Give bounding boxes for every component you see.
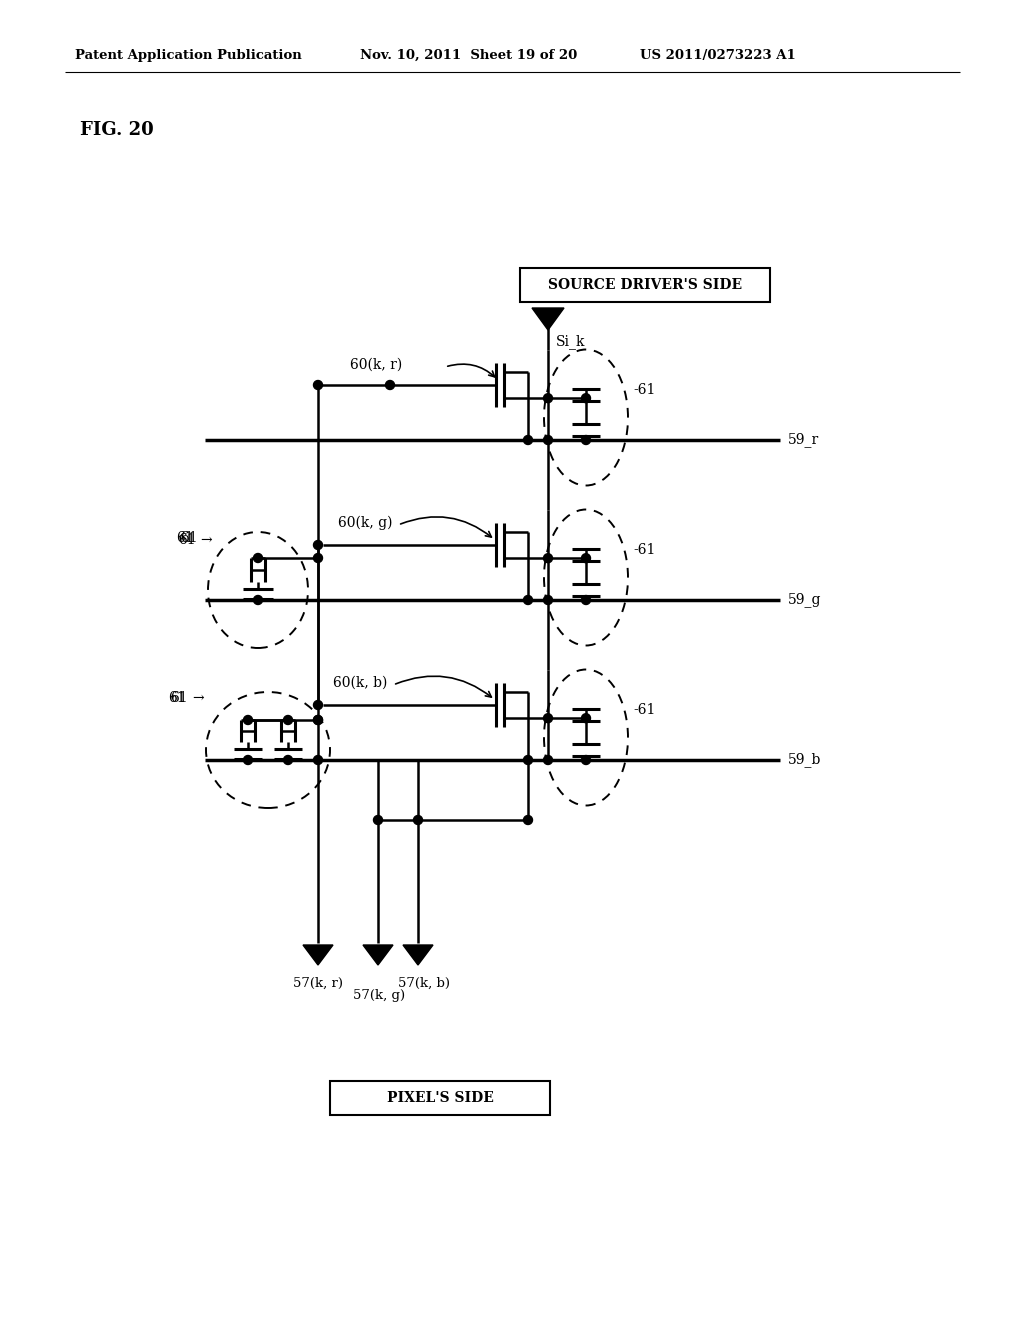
Text: US 2011/0273223 A1: US 2011/0273223 A1	[640, 49, 796, 62]
Circle shape	[523, 816, 532, 825]
Circle shape	[244, 715, 253, 725]
FancyBboxPatch shape	[330, 1081, 550, 1115]
Circle shape	[544, 595, 553, 605]
Circle shape	[544, 714, 553, 723]
Circle shape	[284, 715, 293, 725]
Circle shape	[313, 553, 323, 562]
Text: -61: -61	[633, 704, 655, 717]
Text: 61: 61	[180, 531, 198, 545]
Text: →: →	[200, 533, 212, 546]
Circle shape	[254, 553, 262, 562]
Polygon shape	[362, 945, 393, 965]
Text: 59_b: 59_b	[788, 752, 821, 767]
Text: 61: 61	[178, 533, 196, 546]
Text: 60(k, b): 60(k, b)	[333, 676, 387, 690]
Circle shape	[582, 393, 591, 403]
Text: 57(k, b): 57(k, b)	[398, 977, 450, 990]
Circle shape	[313, 715, 323, 725]
Circle shape	[582, 553, 591, 562]
Circle shape	[374, 816, 383, 825]
Text: 61: 61	[176, 531, 194, 545]
Circle shape	[313, 755, 323, 764]
Circle shape	[254, 595, 262, 605]
Text: -61: -61	[633, 543, 655, 557]
Circle shape	[385, 380, 394, 389]
Circle shape	[582, 595, 591, 605]
Text: →: →	[193, 690, 204, 705]
Text: -61: -61	[633, 383, 655, 397]
Text: FIG. 20: FIG. 20	[80, 121, 154, 139]
Circle shape	[582, 755, 591, 764]
Circle shape	[414, 816, 423, 825]
Circle shape	[523, 436, 532, 445]
Text: PIXEL'S SIDE: PIXEL'S SIDE	[387, 1092, 494, 1105]
Text: SOURCE DRIVER'S SIDE: SOURCE DRIVER'S SIDE	[548, 279, 742, 292]
Circle shape	[313, 380, 323, 389]
Text: Nov. 10, 2011  Sheet 19 of 20: Nov. 10, 2011 Sheet 19 of 20	[360, 49, 578, 62]
Circle shape	[544, 755, 553, 764]
Text: Patent Application Publication: Patent Application Publication	[75, 49, 302, 62]
Circle shape	[313, 701, 323, 710]
Circle shape	[313, 540, 323, 549]
Text: 61: 61	[170, 690, 187, 705]
Circle shape	[582, 714, 591, 723]
Text: 59_g: 59_g	[788, 593, 821, 607]
Text: 57(k, r): 57(k, r)	[293, 977, 343, 990]
Circle shape	[544, 436, 553, 445]
Circle shape	[523, 755, 532, 764]
Polygon shape	[403, 945, 433, 965]
Circle shape	[544, 393, 553, 403]
Circle shape	[582, 436, 591, 445]
FancyBboxPatch shape	[520, 268, 770, 302]
Circle shape	[244, 755, 253, 764]
Circle shape	[544, 553, 553, 562]
Text: 59_r: 59_r	[788, 433, 819, 447]
Text: 61: 61	[168, 690, 185, 705]
Circle shape	[523, 595, 532, 605]
Polygon shape	[532, 308, 564, 330]
Text: 57(k, g): 57(k, g)	[353, 989, 406, 1002]
Text: 60(k, r): 60(k, r)	[350, 358, 402, 372]
Text: Si_k: Si_k	[556, 334, 586, 350]
Circle shape	[284, 755, 293, 764]
Polygon shape	[303, 945, 333, 965]
Circle shape	[313, 715, 323, 725]
Text: 60(k, g): 60(k, g)	[338, 516, 392, 531]
